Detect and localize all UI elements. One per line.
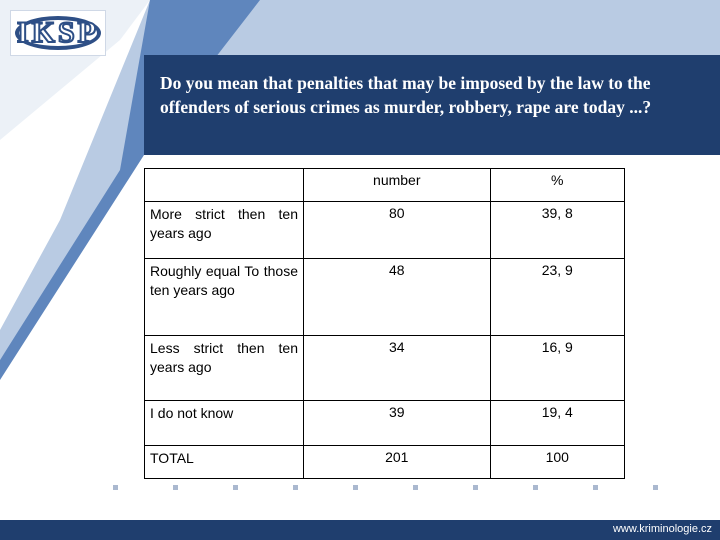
row-percent: 39, 8 [489, 201, 626, 259]
footer-bar: www.kriminologie.cz [0, 520, 720, 540]
table-row-total: TOTAL 201 100 [144, 445, 626, 479]
header-number: number [303, 168, 491, 202]
row-number: 39 [303, 400, 491, 446]
dot [113, 485, 118, 490]
question-banner: Do you mean that penalties that may be i… [144, 55, 720, 155]
row-number: 48 [303, 258, 491, 336]
table-row: More strict then ten years ago 80 39, 8 [144, 201, 626, 259]
table-row: Roughly equal To those ten years ago 48 … [144, 258, 626, 336]
table-header-row: number % [144, 168, 626, 202]
decorative-dots [0, 482, 720, 494]
table-row: Less strict then ten years ago 34 16, 9 [144, 335, 626, 401]
logo-ring [15, 16, 101, 50]
row-label: Less strict then ten years ago [144, 335, 304, 401]
row-label: TOTAL [144, 445, 304, 479]
question-text: Do you mean that penalties that may be i… [160, 73, 652, 117]
dot [413, 485, 418, 490]
row-percent: 23, 9 [489, 258, 626, 336]
row-percent: 19, 4 [489, 400, 626, 446]
footer-url: www.kriminologie.cz [612, 523, 712, 535]
dot [173, 485, 178, 490]
dot [533, 485, 538, 490]
row-label: More strict then ten years ago [144, 201, 304, 259]
row-number: 80 [303, 201, 491, 259]
row-percent: 100 [489, 445, 626, 479]
row-label: Roughly equal To those ten years ago [144, 258, 304, 336]
logo: IKSP [10, 10, 106, 56]
results-table: number % More strict then ten years ago … [144, 168, 626, 479]
row-label: I do not know [144, 400, 304, 446]
dot [353, 485, 358, 490]
dot [233, 485, 238, 490]
dot [473, 485, 478, 490]
logo-text: IKSP [16, 15, 100, 50]
header-empty [144, 168, 304, 202]
table-row: I do not know 39 19, 4 [144, 400, 626, 446]
dot [593, 485, 598, 490]
row-percent: 16, 9 [489, 335, 626, 401]
dot [293, 485, 298, 490]
row-number: 201 [303, 445, 491, 479]
row-number: 34 [303, 335, 491, 401]
dot [653, 485, 658, 490]
header-percent: % [489, 168, 626, 202]
